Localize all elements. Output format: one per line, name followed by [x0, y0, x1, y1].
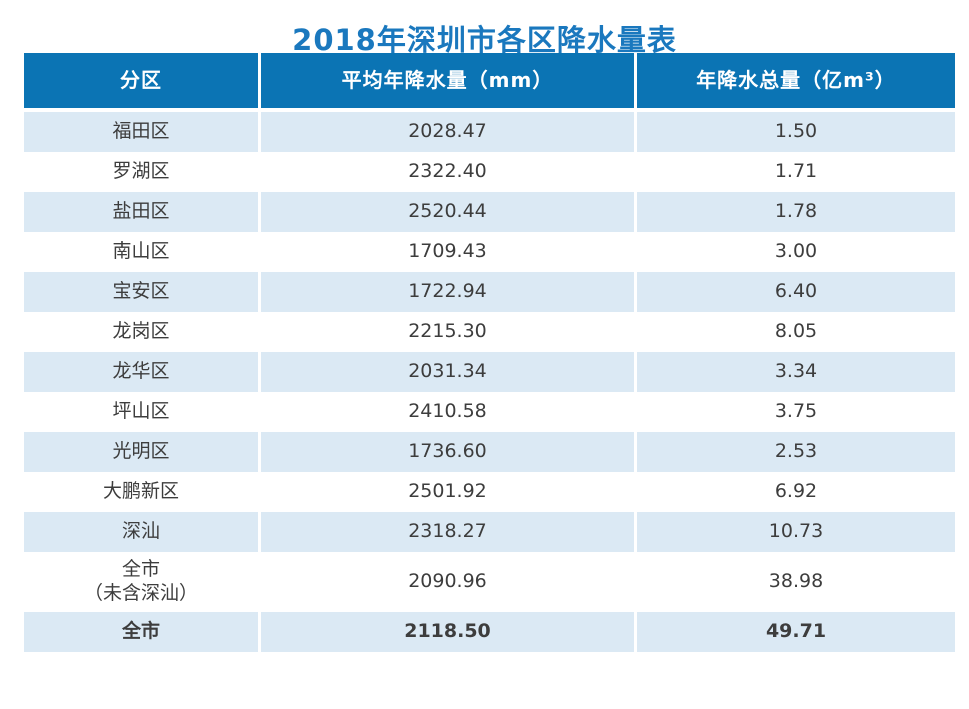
district-cell: 宝安区 — [24, 272, 258, 312]
district-cell: 深汕 — [24, 512, 258, 552]
column-header-district: 分区 — [24, 53, 258, 108]
table-row: 福田区 2028.47 1.50 — [24, 112, 955, 152]
avg-rainfall-cell: 2322.40 — [261, 152, 634, 192]
table-row: 龙华区 2031.34 3.34 — [24, 352, 955, 392]
table-row: 大鹏新区 2501.92 6.92 — [24, 472, 955, 512]
total-rainfall-cell: 8.05 — [637, 312, 955, 352]
district-cell: 大鹏新区 — [24, 472, 258, 512]
table-row: 光明区 1736.60 2.53 — [24, 432, 955, 472]
total-rainfall-cell: 1.78 — [637, 192, 955, 232]
total-rainfall-cell: 10.73 — [637, 512, 955, 552]
table-row: 坪山区 2410.58 3.75 — [24, 392, 955, 432]
table-row: 罗湖区 2322.40 1.71 — [24, 152, 955, 192]
total-rainfall-cell: 1.71 — [637, 152, 955, 192]
avg-rainfall-cell: 2520.44 — [261, 192, 634, 232]
total-rainfall-cell: 6.40 — [637, 272, 955, 312]
table-row: 宝安区 1722.94 6.40 — [24, 272, 955, 312]
total-rainfall-cell: 2.53 — [637, 432, 955, 472]
district-cell: 福田区 — [24, 112, 258, 152]
district-cell: 全市 （未含深汕） — [24, 552, 258, 612]
avg-rainfall-cell: 2501.92 — [261, 472, 634, 512]
district-cell: 龙岗区 — [24, 312, 258, 352]
table-row: 南山区 1709.43 3.00 — [24, 232, 955, 272]
avg-rainfall-cell: 2090.96 — [261, 552, 634, 612]
avg-rainfall-cell: 1709.43 — [261, 232, 634, 272]
total-rainfall-cell: 3.75 — [637, 392, 955, 432]
district-cell: 龙华区 — [24, 352, 258, 392]
table-row: 深汕 2318.27 10.73 — [24, 512, 955, 552]
district-cell: 坪山区 — [24, 392, 258, 432]
page-title: 2018年深圳市各区降水量表 — [292, 23, 677, 57]
district-cell: 盐田区 — [24, 192, 258, 232]
avg-rainfall-cell: 2318.27 — [261, 512, 634, 552]
total-rainfall-cell: 38.98 — [637, 552, 955, 612]
total-rainfall-cell: 1.50 — [637, 112, 955, 152]
avg-rainfall-cell: 2410.58 — [261, 392, 634, 432]
district-cell: 全市 — [24, 612, 258, 652]
table-header-row: 分区 平均年降水量（mm） 年降水总量（亿m³） — [24, 53, 955, 108]
avg-rainfall-cell: 2031.34 — [261, 352, 634, 392]
column-header-total-rainfall: 年降水总量（亿m³） — [637, 53, 955, 108]
table-row: 龙岗区 2215.30 8.05 — [24, 312, 955, 352]
total-rainfall-cell: 6.92 — [637, 472, 955, 512]
district-cell: 南山区 — [24, 232, 258, 272]
total-rainfall-cell: 3.34 — [637, 352, 955, 392]
avg-rainfall-cell: 2028.47 — [261, 112, 634, 152]
avg-rainfall-cell: 2118.50 — [261, 612, 634, 652]
rainfall-table: 分区 平均年降水量（mm） 年降水总量（亿m³） 福田区 2028.47 1.5… — [24, 53, 955, 652]
table-row-total: 全市 2118.50 49.71 — [24, 612, 955, 652]
table-row: 盐田区 2520.44 1.78 — [24, 192, 955, 232]
avg-rainfall-cell: 1722.94 — [261, 272, 634, 312]
avg-rainfall-cell: 2215.30 — [261, 312, 634, 352]
column-header-avg-rainfall: 平均年降水量（mm） — [261, 53, 634, 108]
district-cell: 光明区 — [24, 432, 258, 472]
total-rainfall-cell: 49.71 — [637, 612, 955, 652]
district-cell: 罗湖区 — [24, 152, 258, 192]
table-row: 全市 （未含深汕） 2090.96 38.98 — [24, 552, 955, 612]
avg-rainfall-cell: 1736.60 — [261, 432, 634, 472]
total-rainfall-cell: 3.00 — [637, 232, 955, 272]
